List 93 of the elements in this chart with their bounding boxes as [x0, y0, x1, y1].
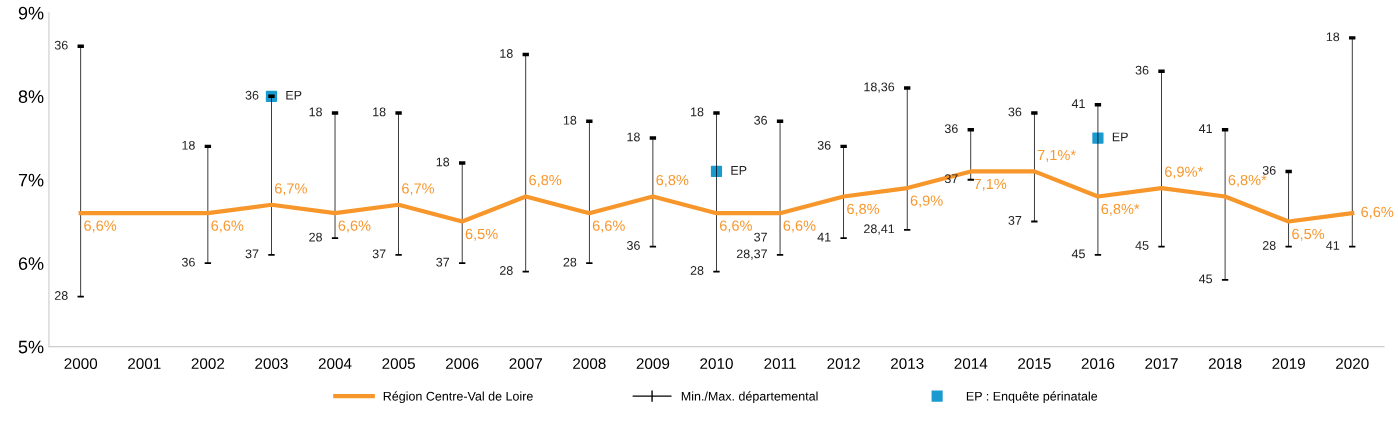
legend-label: Région Centre-Val de Loire: [383, 391, 533, 404]
x-tick-label: 2000: [64, 358, 98, 370]
annotation: 18,36: [864, 82, 895, 93]
annotation: 37: [372, 249, 386, 259]
annotation: 37: [436, 257, 450, 267]
x-tick-label: 2001: [128, 358, 161, 370]
y-tick-label: 7%: [18, 173, 44, 187]
x-tick-label: 2002: [191, 358, 225, 370]
data-label: 6,6%: [211, 220, 244, 233]
data-label: 6,9%: [910, 195, 943, 208]
annotation: 36: [754, 115, 767, 125]
annotation: 45: [1198, 274, 1213, 284]
data-label: 6,8%: [529, 174, 562, 187]
data-label: 6,7%: [402, 183, 435, 196]
annotation: 28,41: [864, 224, 895, 235]
annotation: 37: [1008, 215, 1022, 225]
annotation: 28: [499, 266, 513, 275]
annotation: 18: [373, 107, 386, 117]
annotation: 41: [1198, 124, 1212, 133]
annotation: 41: [1326, 241, 1340, 250]
annotation: 41: [1071, 99, 1085, 108]
x-tick-label: 2020: [1336, 358, 1369, 370]
data-label: 6,8%*: [1101, 203, 1140, 216]
data-label: EP: [286, 90, 302, 100]
annotation: 36: [817, 140, 831, 150]
x-tick-label: 2007: [509, 358, 542, 370]
data-label: 7,1%: [974, 178, 1007, 191]
y-tick-label: 5%: [18, 340, 44, 354]
data-label: 7,1%*: [1037, 149, 1076, 162]
data-label: EP: [731, 166, 747, 175]
legend-label: EP : Enquête périnatale: [966, 391, 1098, 404]
x-tick-label: 2008: [573, 358, 606, 370]
annotation: 36: [54, 40, 68, 50]
annotation: 28,37: [736, 249, 767, 260]
annotation: 45: [1135, 241, 1149, 250]
y-tick-label: 9%: [18, 6, 44, 20]
annotation: 28: [1262, 241, 1276, 250]
y-tick-label: 6%: [18, 257, 44, 270]
data-label: 6,6%: [592, 220, 625, 233]
annotation: 28: [690, 266, 704, 275]
annotation: 18: [182, 140, 195, 150]
x-tick-label: 2010: [700, 358, 733, 370]
annotation: 36: [245, 90, 259, 100]
data-label: 6,8%: [847, 203, 880, 216]
annotation: 37: [754, 232, 767, 242]
annotation: 18: [309, 107, 322, 117]
annotation: 28: [563, 257, 577, 267]
legend-label: Min./Max. départemental: [681, 391, 818, 404]
annotation: 36: [1008, 107, 1022, 117]
x-tick-label: 2013: [890, 358, 924, 370]
x-tick-label: 2019: [1272, 358, 1305, 370]
annotation: 36: [626, 241, 640, 250]
data-label: 6,6%: [719, 220, 752, 233]
annotation: 18: [563, 115, 577, 125]
annotation: 36: [1262, 165, 1276, 175]
annotation: 41: [817, 232, 831, 242]
data-label: 6,5%: [465, 228, 498, 241]
x-tick-label: 2014: [954, 358, 988, 370]
annotation: 36: [944, 124, 958, 134]
x-tick-label: 2009: [636, 358, 670, 370]
data-label: 6,6%: [783, 220, 816, 233]
data-label: 6,6%: [338, 220, 371, 233]
annotation: 36: [1135, 65, 1149, 75]
annotation: 18: [691, 107, 704, 117]
x-tick-label: 2016: [1081, 358, 1115, 370]
data-label: EP: [1112, 132, 1128, 142]
x-tick-label: 2006: [445, 358, 479, 370]
x-tick-label: 2004: [318, 358, 352, 370]
y-tick-label: 8%: [18, 90, 44, 104]
annotation: 36: [181, 257, 195, 267]
annotation: 45: [1071, 249, 1085, 259]
x-tick-label: 2018: [1208, 358, 1242, 370]
data-label: 6,7%: [274, 183, 307, 196]
x-tick-label: 2017: [1145, 358, 1178, 370]
annotation: 37: [245, 249, 259, 259]
x-tick-label: 2005: [382, 358, 415, 370]
x-tick-label: 2015: [1018, 358, 1051, 370]
annotation: 18: [627, 132, 640, 142]
x-tick-label: 2011: [764, 358, 796, 370]
annotation: 18: [500, 49, 513, 58]
data-label: 6,8%: [656, 174, 689, 187]
annotation: 18: [1326, 32, 1340, 42]
annotation: 28: [54, 291, 68, 300]
annotation: 28: [309, 232, 322, 242]
data-label: 6,8%*: [1228, 174, 1267, 187]
data-label: 6,9%*: [1165, 166, 1203, 179]
x-tick-label: 2012: [827, 358, 860, 370]
annotation: 18: [436, 157, 450, 167]
data-label: 6,6%: [84, 220, 117, 233]
point: [1092, 132, 1104, 144]
data-label: 6,6%: [1361, 206, 1394, 219]
data-label: 6,5%: [1292, 228, 1325, 241]
x-tick-label: 2003: [255, 358, 288, 370]
